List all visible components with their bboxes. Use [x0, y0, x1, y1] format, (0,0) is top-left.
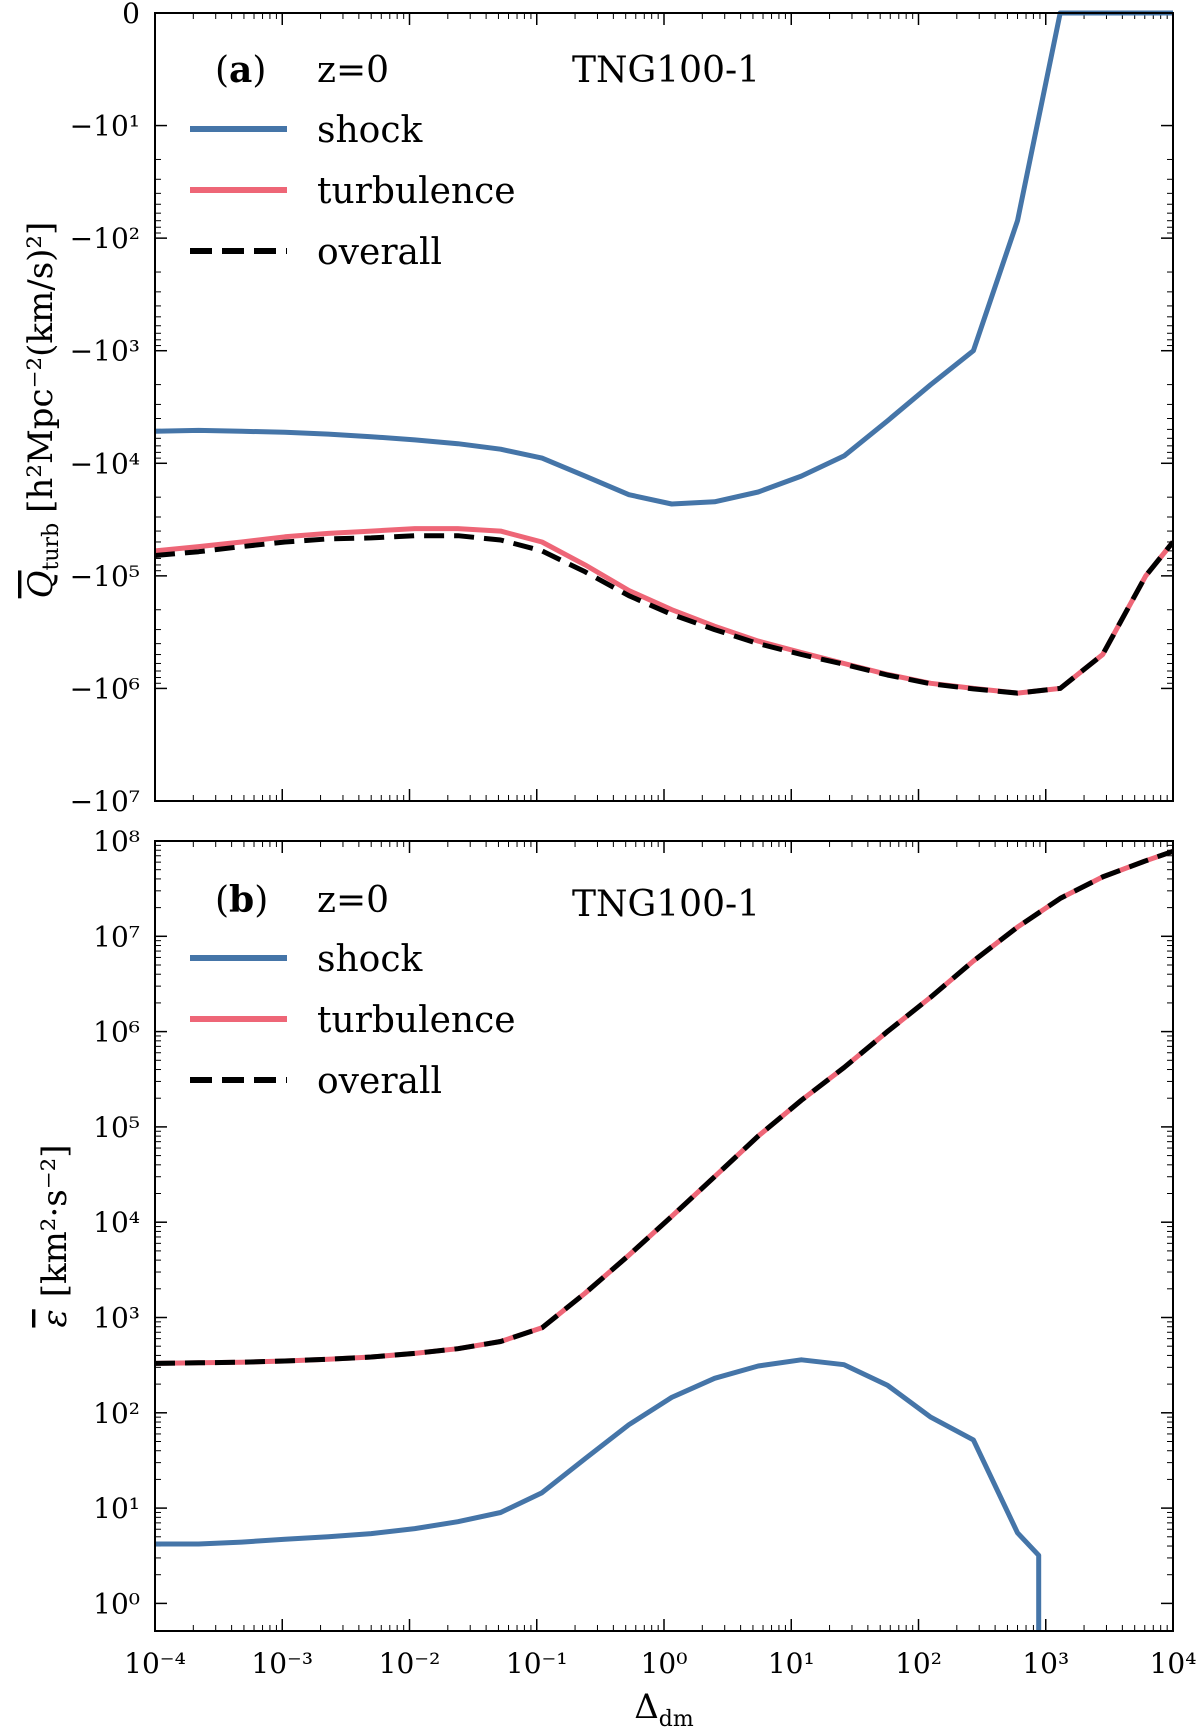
panel-a-legend-label-shock: shock — [317, 110, 423, 151]
panel-a: 0 −10¹ −10² −10³ −10⁴ −10⁵ −10⁶ −10⁷ (a) z=0 TN… — [21, 0, 1174, 818]
panel-b-y-tick-label: 10⁵ — [93, 1111, 140, 1144]
panel-b-x-tick-label: 10⁻³ — [251, 1647, 313, 1680]
panel-b-x-tick-label: 10⁴ — [1150, 1647, 1197, 1680]
panel-b-y-tick-label: 10⁸ — [93, 825, 140, 858]
panel-b-y-tick-label: 10³ — [93, 1302, 140, 1335]
panel-b-y-axis-title: ε[km²·s⁻²] — [35, 1144, 75, 1327]
panel-a-frame — [154, 12, 1174, 802]
panel-a-y-tick-label: −10⁶ — [70, 672, 140, 705]
panel-b-simulation-label: TNG100-1 — [572, 884, 760, 925]
panel-b-ticks — [154, 840, 1174, 1631]
panel-b-legend-label-turbulence: turbulence — [317, 1000, 516, 1041]
panel-b-x-tick-label: 10² — [895, 1647, 942, 1680]
panel-a-y-tick-label: 0 — [122, 0, 140, 30]
panel-a-y-axis-title: Qturb[h²Mpc⁻²(km/s)²] — [21, 222, 64, 599]
panel-b-y-tick-label: 10⁴ — [93, 1206, 140, 1239]
panel-b: 10⁰ 10¹ 10² 10³ 10⁴ 10⁵ 10⁶ 10⁷ 10⁸ 10⁻⁴ 10⁻³ 10⁻²… — [35, 825, 1196, 1731]
panel-a-series-shock-line — [155, 10, 1173, 507]
panel-b-x-tick-label: 10¹ — [768, 1647, 815, 1680]
panel-b-x-tick-label: 10³ — [1022, 1647, 1069, 1680]
panel-a-tag: (a) — [215, 49, 266, 91]
panel-b-x-tick-label: 10⁰ — [641, 1647, 688, 1680]
panel-a-simulation-label: TNG100-1 — [572, 50, 760, 91]
panel-b-frame — [154, 840, 1174, 1632]
panel-a-legend: (a) z=0 TNG100-1 shock turbulence overal… — [190, 49, 760, 273]
panel-a-series — [155, 10, 1173, 696]
panel-b-x-tick-label: 10⁻² — [379, 1647, 441, 1680]
panel-b-y-tick-label: 10² — [93, 1397, 140, 1430]
panel-b-y-tick-label: 10⁶ — [93, 1016, 140, 1049]
panel-a-y-tick-label: −10⁷ — [70, 785, 140, 818]
panel-b-series-turbulence-line — [155, 848, 1173, 1366]
panel-a-legend-label-overall: overall — [317, 232, 442, 273]
panel-b-series — [155, 848, 1173, 1631]
panel-b-y-tick-label: 10⁷ — [93, 920, 140, 953]
panel-b-legend: (b) z=0 TNG100-1 shock turbulence overal… — [190, 879, 760, 1102]
panel-b-y-tick-label: 10⁰ — [93, 1587, 140, 1620]
panel-b-x-tick-label: 10⁻⁴ — [124, 1647, 186, 1680]
panel-b-series-shock-line — [155, 1357, 1042, 1631]
panel-a-y-tick-label: −10⁵ — [70, 560, 140, 593]
panel-b-redshift-label: z=0 — [317, 880, 389, 921]
panel-a-y-tick-label: −10³ — [70, 335, 140, 368]
panel-a-series-overall-line — [155, 533, 1173, 696]
panel-a-y-tick-labels: 0 −10¹ −10² −10³ −10⁴ −10⁵ −10⁶ −10⁷ — [70, 0, 140, 818]
panel-b-x-tick-label: 10⁻¹ — [506, 1647, 568, 1680]
panel-a-ticks — [154, 12, 1174, 801]
panel-b-legend-label-overall: overall — [317, 1061, 442, 1102]
panel-b-tag: (b) — [215, 879, 268, 921]
panel-b-x-tick-labels: 10⁻⁴ 10⁻³ 10⁻² 10⁻¹ 10⁰ 10¹ 10² 10³ 10⁴ — [124, 1647, 1196, 1680]
panel-b-y-tick-label: 10¹ — [93, 1492, 140, 1525]
panel-b-legend-label-shock: shock — [317, 939, 423, 980]
panel-a-y-tick-label: −10² — [70, 222, 140, 255]
panel-a-redshift-label: z=0 — [317, 50, 389, 91]
panel-b-x-axis-title: Δdm — [634, 1687, 694, 1731]
panel-a-legend-label-turbulence: turbulence — [317, 171, 516, 212]
panel-b-y-tick-labels: 10⁰ 10¹ 10² 10³ 10⁴ 10⁵ 10⁶ 10⁷ 10⁸ — [93, 825, 140, 1620]
panel-a-y-tick-label: −10¹ — [70, 110, 140, 143]
panel-a-y-tick-label: −10⁴ — [70, 447, 140, 480]
